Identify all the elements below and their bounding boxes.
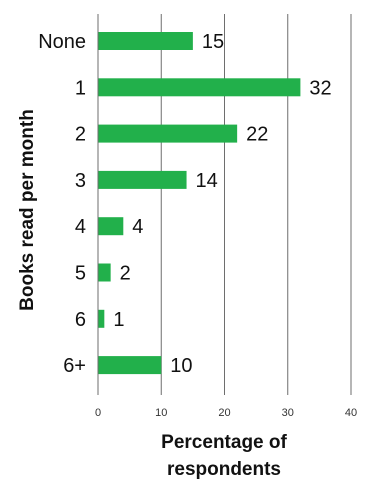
y-axis-title: Books read per month	[17, 109, 38, 311]
bar	[98, 263, 111, 282]
bar	[98, 32, 193, 50]
bar	[98, 78, 301, 97]
bar	[98, 356, 162, 375]
bar	[98, 309, 105, 328]
x-tick-label: 40	[345, 407, 357, 419]
bar	[98, 170, 187, 189]
category-label: 2	[75, 124, 86, 146]
x-tick-label: 0	[95, 407, 101, 419]
category-label: 1	[75, 77, 86, 99]
category-label: 6+	[63, 355, 86, 377]
bar	[98, 217, 124, 236]
data-label: 1	[113, 309, 124, 331]
x-tick-label: 30	[282, 407, 294, 419]
data-label: 2	[120, 263, 131, 285]
x-axis-title-line-1: Percentage of	[161, 432, 287, 453]
category-label: None	[38, 31, 86, 53]
data-label: 15	[202, 31, 224, 53]
bar	[98, 124, 238, 143]
data-label: 10	[170, 355, 192, 377]
gridlines	[160, 14, 352, 395]
data-label: 14	[196, 170, 218, 192]
x-axis-title-line-2: respondents	[167, 459, 281, 480]
category-label: 5	[75, 263, 86, 285]
data-label: 4	[132, 216, 143, 238]
x-tick-label: 10	[155, 407, 167, 419]
data-label: 22	[246, 124, 268, 146]
category-label: 4	[75, 216, 86, 238]
x-tick-labels: 0 10 20 30 40	[95, 407, 357, 419]
x-tick-label: 20	[218, 407, 230, 419]
category-label: 6	[75, 309, 86, 331]
category-labels: None 1 2 3 4 5 6 6+	[38, 31, 86, 377]
data-label: 32	[309, 77, 331, 99]
category-label: 3	[75, 170, 86, 192]
data-labels: 15 32 22 14 4 2 1 10	[113, 31, 331, 377]
bars	[98, 32, 301, 375]
